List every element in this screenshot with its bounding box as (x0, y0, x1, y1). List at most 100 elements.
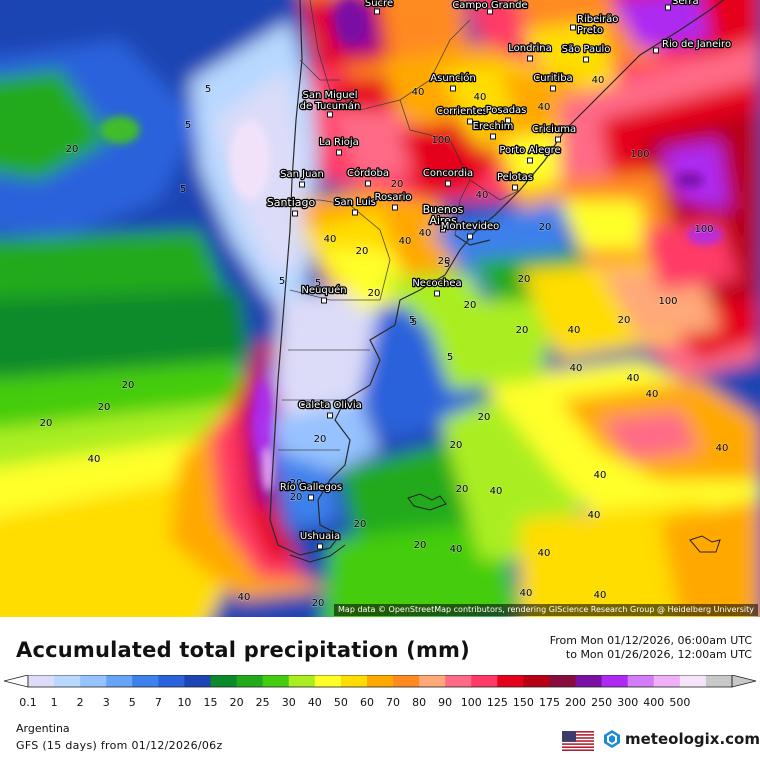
city-marker: San Luis (333, 196, 377, 216)
legend-tick-label: 200 (565, 696, 586, 709)
legend-tick-label: 60 (360, 696, 374, 709)
city-dot (665, 4, 671, 11)
city-marker: Pelotas (496, 171, 534, 191)
legend-tick-label: 250 (591, 696, 612, 709)
city-marker: Concordia (422, 167, 474, 187)
city-dot (392, 204, 398, 211)
us-flag-icon[interactable] (562, 731, 594, 751)
legend-swatch (366, 675, 394, 687)
legend-swatch (314, 675, 342, 687)
precipitation-map[interactable]: 5 20 5 20 40 20 40 20 20 40 100 40 20 5 20 20 40 40 40 40 5 2… (0, 0, 760, 617)
contour-label: 20 (66, 144, 79, 155)
city-dot (467, 233, 473, 240)
city-label: La Rioja (319, 137, 359, 148)
contour-label: 100 (630, 149, 649, 160)
city-label: San Luis (334, 197, 376, 208)
legend-tick-label: 400 (643, 696, 664, 709)
legend-tick-label: 5 (129, 696, 136, 709)
contour-label: 100 (658, 296, 677, 307)
legend-tick-label: 150 (513, 696, 534, 709)
contour-label: 40 (476, 190, 489, 201)
contour-label: 5 (409, 315, 415, 326)
contour-label: 40 (594, 590, 607, 601)
contour-label: 20 (354, 519, 367, 530)
brand-name: meteologix.com (625, 730, 760, 748)
legend-max-arrow (731, 675, 757, 688)
legend-tick-label: 10 (177, 696, 191, 709)
city-markers: Sucre Campo Grande Ribeirão Preto Serra Londr… (265, 0, 732, 550)
contour-label: 40 (412, 87, 425, 98)
contour-labels: 5205204020402020401004020520204040404052… (39, 74, 729, 609)
contour-label: 40 (238, 592, 251, 603)
city-marker: Santiago (265, 195, 317, 217)
city-dot (440, 226, 446, 233)
contour-label: 40 (520, 588, 533, 599)
contour-label: 20 (312, 598, 325, 609)
legend-tick-label: 300 (617, 696, 638, 709)
contour-label: 5 (444, 259, 450, 270)
contour-label: 40 (450, 544, 463, 555)
legend-swatch (80, 675, 107, 687)
city-marker: Erechim (471, 120, 515, 140)
borders (278, 0, 521, 451)
contour-label: 40 (88, 454, 101, 465)
city-marker: Córdoba (346, 166, 390, 187)
city-marker: La Rioja (318, 136, 360, 156)
city-dot (653, 47, 659, 54)
city-label: Porto Alegre (499, 145, 560, 156)
precipitation-field (0, 0, 760, 617)
legend-tick-label: 15 (204, 696, 218, 709)
contour-label: 100 (694, 224, 713, 235)
contour-label: 20 (290, 492, 303, 503)
city-marker: Río Gallegos (279, 480, 343, 501)
city-dot (308, 494, 314, 501)
legend-swatch (523, 675, 550, 687)
city-dot (445, 180, 451, 187)
city-dot (321, 297, 327, 304)
contour-label: 5 (205, 84, 211, 95)
legend-tick-label: 100 (461, 696, 482, 709)
legend-swatch (184, 675, 212, 687)
contour-label: 20 (618, 315, 631, 326)
city-label: Curitiba (533, 73, 572, 84)
contour-label: 20 (98, 402, 111, 413)
city-dot (374, 8, 380, 15)
city-label: Erechim (473, 121, 514, 132)
city-label: Posadas (486, 105, 527, 116)
legend-swatch (705, 675, 733, 687)
contour-label: 20 (438, 256, 451, 267)
contour-label: 40 (594, 470, 607, 481)
legend-tick-label: 125 (487, 696, 508, 709)
city-marker: San Miguel de Tucumán (298, 89, 362, 118)
city-label: Concordia (423, 168, 473, 179)
contour-label: 40 (538, 548, 551, 559)
contour-label: 20 (516, 325, 529, 336)
city-label: Serra (672, 0, 699, 7)
city-marker: Necochea (411, 277, 463, 297)
legend-tick-label: 70 (386, 696, 400, 709)
city-dot (512, 184, 518, 191)
city-label: Rosario (375, 192, 412, 203)
city-label: Campo Grande (452, 0, 527, 11)
color-legend-bar: 0.1 1 2 3 5 7 10 15 20 25 30 40 50 60 70 80 90 100 125 150 1… (3, 675, 757, 709)
precipitation-detail (100, 0, 723, 492)
contour-label: 20 (391, 179, 404, 190)
city-marker: Ribeirão Preto (570, 13, 620, 37)
legend-frame (27, 675, 733, 688)
city-dot (487, 8, 493, 15)
city-marker: Porto Alegre (498, 144, 562, 164)
city-dot (299, 181, 305, 188)
city-dot (583, 56, 589, 63)
coastlines (269, 0, 725, 556)
legend-tick-label: 30 (282, 696, 296, 709)
contour-label: 40 (490, 486, 503, 497)
contour-label: 5 (279, 276, 285, 287)
contour-label: 20 (539, 222, 552, 233)
legend-swatch (445, 675, 472, 687)
contour-label: 100 (431, 135, 450, 146)
forecast-period: From Mon 01/12/2026, 06:00am UTC to Mon … (550, 634, 752, 662)
legend-swatch (497, 675, 524, 687)
city-marker: Asunción (429, 71, 477, 92)
meteologix-logo[interactable]: meteologix.com (602, 728, 760, 750)
contour-label: 40 (646, 389, 659, 400)
